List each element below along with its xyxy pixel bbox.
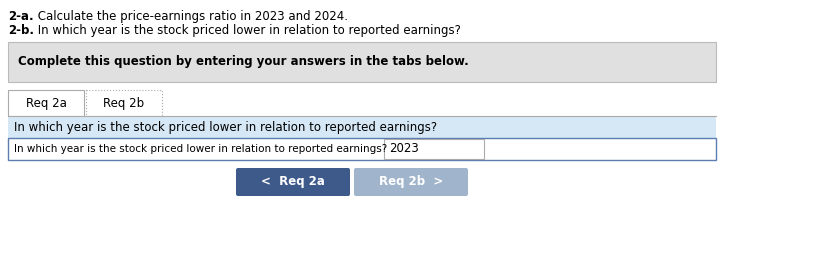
Text: In which year is the stock priced lower in relation to reported earnings?: In which year is the stock priced lower …: [34, 24, 461, 37]
Bar: [8, 90, 84, 116]
Text: Req 2a: Req 2a: [26, 96, 67, 110]
Text: In which year is the stock priced lower in relation to reported earnings?: In which year is the stock priced lower …: [14, 121, 437, 133]
Text: 2-a.: 2-a.: [8, 10, 34, 23]
Text: 2023: 2023: [389, 142, 419, 156]
Bar: [8, 42, 716, 82]
Bar: [8, 116, 716, 138]
Text: Req 2b: Req 2b: [104, 96, 144, 110]
FancyBboxPatch shape: [236, 168, 350, 196]
Bar: [86, 90, 162, 116]
Text: <  Req 2a: < Req 2a: [261, 176, 325, 189]
Text: 2-b.: 2-b.: [8, 24, 34, 37]
Bar: [8, 138, 716, 160]
Text: Calculate the price-earnings ratio in 2023 and 2024.: Calculate the price-earnings ratio in 20…: [34, 10, 348, 23]
Text: In which year is the stock priced lower in relation to reported earnings?: In which year is the stock priced lower …: [14, 144, 387, 154]
Text: Req 2b  >: Req 2b >: [379, 176, 443, 189]
Bar: [384, 139, 484, 159]
Text: Complete this question by entering your answers in the tabs below.: Complete this question by entering your …: [18, 56, 469, 68]
FancyBboxPatch shape: [354, 168, 468, 196]
